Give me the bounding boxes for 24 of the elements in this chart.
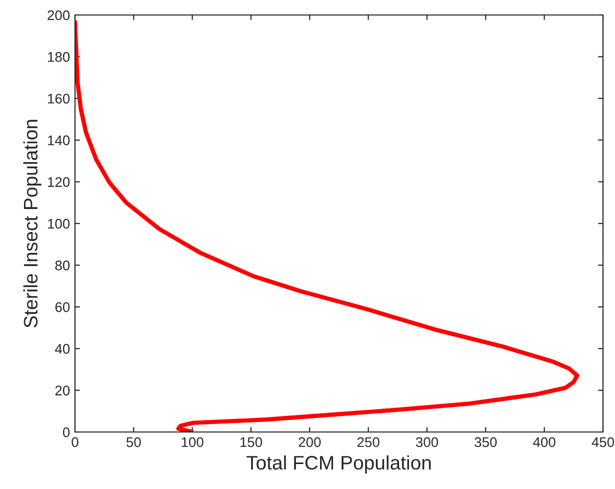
- x-tick-label: 300: [416, 437, 438, 448]
- line-series: [75, 20, 580, 432]
- y-tick-label: 40: [55, 344, 70, 354]
- x-tick-label: 200: [298, 437, 321, 448]
- y-tick-label: 180: [48, 52, 70, 62]
- y-tick-label: 60: [55, 302, 70, 312]
- x-tick-label: 0: [72, 437, 78, 448]
- x-axis-title: Total FCM Population: [246, 455, 431, 474]
- y-axis-title: Sterile Insect Population: [23, 120, 42, 328]
- y-tick-label: 140: [48, 135, 70, 146]
- y-tick-label: 160: [48, 94, 70, 104]
- y-tick-label: 20: [55, 386, 70, 396]
- y-tick-label: 0: [62, 427, 70, 438]
- x-tick-label: 450: [592, 437, 614, 448]
- x-tick-label: 400: [533, 437, 556, 448]
- x-tick-label: 150: [240, 437, 262, 448]
- x-tick-label: 100: [182, 437, 204, 448]
- x-tick-label: 50: [126, 437, 141, 448]
- y-tick-label: 80: [55, 260, 70, 270]
- y-tick-label: 100: [48, 218, 70, 229]
- x-tick-label: 250: [357, 437, 380, 448]
- y-tick-label: 120: [48, 177, 70, 187]
- y-tick-label: 200: [48, 10, 70, 20]
- x-tick-label: 350: [474, 437, 497, 448]
